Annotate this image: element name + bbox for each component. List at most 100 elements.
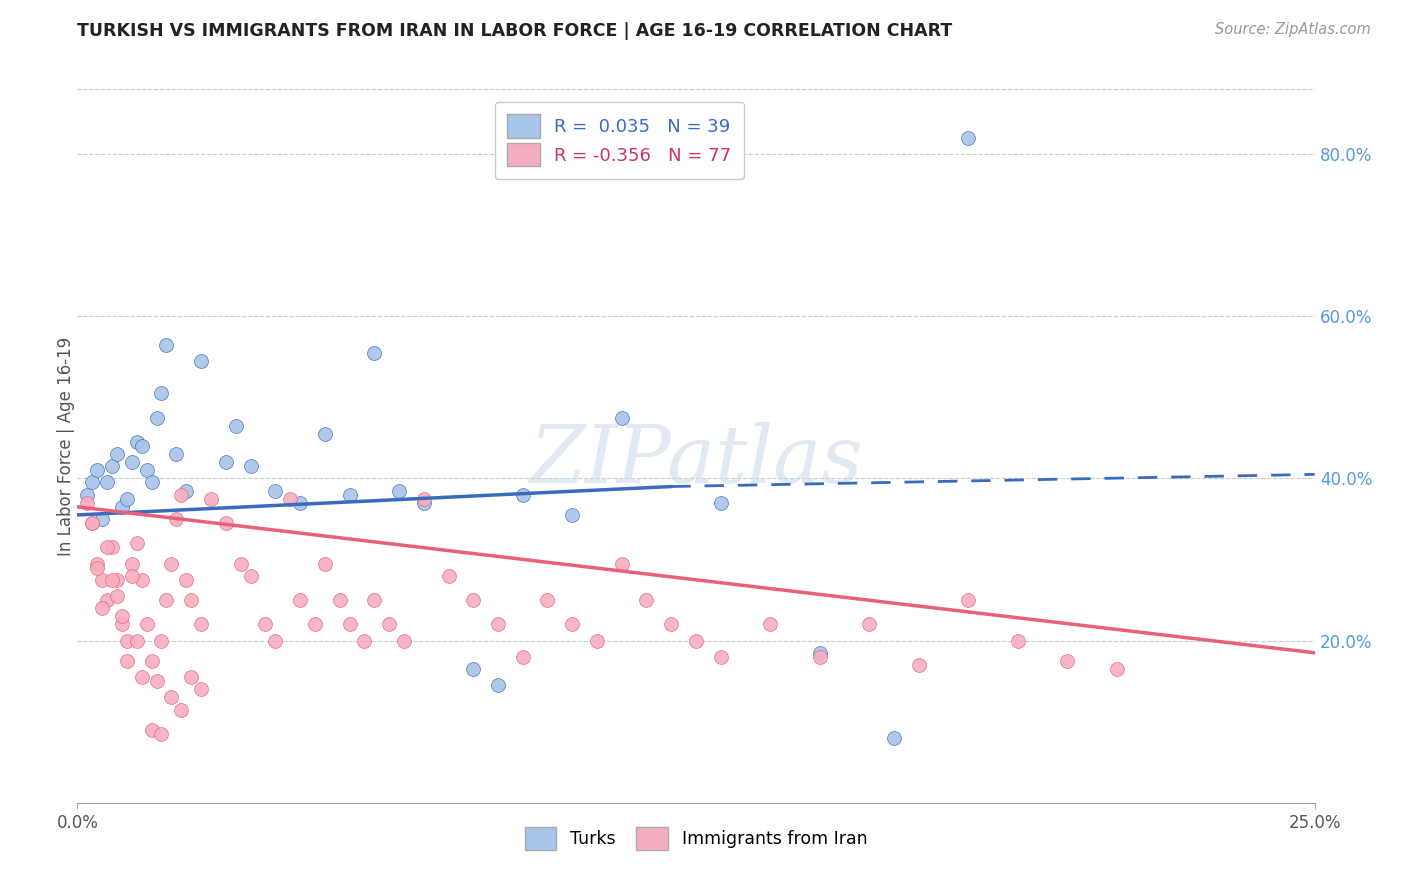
Text: TURKISH VS IMMIGRANTS FROM IRAN IN LABOR FORCE | AGE 16-19 CORRELATION CHART: TURKISH VS IMMIGRANTS FROM IRAN IN LABOR… — [77, 22, 953, 40]
Point — [135, 617, 157, 632]
Legend: Turks, Immigrants from Iran: Turks, Immigrants from Iran — [516, 819, 876, 858]
Point — [200, 491, 222, 506]
Point — [101, 541, 124, 555]
Point — [264, 633, 287, 648]
Point — [155, 593, 177, 607]
Point — [121, 455, 143, 469]
Point — [1105, 662, 1128, 676]
Point — [412, 491, 434, 506]
Point — [105, 447, 128, 461]
Point — [288, 496, 311, 510]
Point — [160, 557, 183, 571]
Point — [155, 337, 177, 351]
Point — [141, 475, 163, 490]
Point — [131, 439, 153, 453]
Point — [111, 617, 134, 632]
Point — [486, 678, 509, 692]
Point — [264, 483, 287, 498]
Point — [1056, 654, 1078, 668]
Point — [512, 649, 534, 664]
Point — [82, 516, 104, 530]
Point — [215, 516, 238, 530]
Point — [288, 593, 311, 607]
Point — [561, 617, 583, 632]
Point — [339, 488, 361, 502]
Point — [378, 617, 401, 632]
Point — [710, 496, 733, 510]
Point — [239, 459, 262, 474]
Point — [190, 354, 212, 368]
Point — [115, 633, 138, 648]
Point — [165, 447, 187, 461]
Point — [392, 633, 415, 648]
Point — [174, 573, 197, 587]
Point — [174, 483, 197, 498]
Point — [150, 633, 173, 648]
Point — [165, 512, 187, 526]
Point — [314, 557, 336, 571]
Point — [105, 573, 128, 587]
Point — [105, 589, 128, 603]
Point — [463, 593, 485, 607]
Point — [96, 593, 118, 607]
Point — [858, 617, 880, 632]
Point — [463, 662, 485, 676]
Point — [135, 463, 157, 477]
Text: ZIPatlas: ZIPatlas — [529, 422, 863, 499]
Point — [145, 410, 167, 425]
Point — [239, 568, 262, 582]
Point — [388, 483, 411, 498]
Point — [486, 617, 509, 632]
Point — [76, 496, 98, 510]
Point — [190, 617, 212, 632]
Point — [225, 418, 247, 433]
Point — [339, 617, 361, 632]
Point — [215, 455, 238, 469]
Point — [437, 568, 460, 582]
Point — [363, 593, 385, 607]
Point — [363, 345, 385, 359]
Point — [883, 731, 905, 745]
Point — [125, 536, 148, 550]
Point — [170, 488, 193, 502]
Point — [101, 459, 124, 474]
Point — [121, 557, 143, 571]
Point — [412, 496, 434, 510]
Point — [101, 573, 124, 587]
Point — [141, 723, 163, 737]
Point — [610, 557, 633, 571]
Point — [710, 649, 733, 664]
Point — [131, 573, 153, 587]
Point — [86, 560, 108, 574]
Point — [125, 434, 148, 449]
Point — [111, 609, 134, 624]
Point — [610, 410, 633, 425]
Point — [1007, 633, 1029, 648]
Point — [115, 654, 138, 668]
Point — [160, 690, 183, 705]
Point — [96, 541, 118, 555]
Point — [636, 593, 658, 607]
Y-axis label: In Labor Force | Age 16-19: In Labor Force | Age 16-19 — [58, 336, 75, 556]
Point — [561, 508, 583, 522]
Point — [91, 573, 114, 587]
Point — [150, 386, 173, 401]
Point — [86, 557, 108, 571]
Point — [329, 593, 352, 607]
Point — [957, 593, 980, 607]
Point — [353, 633, 375, 648]
Point — [86, 463, 108, 477]
Point — [91, 512, 114, 526]
Point — [180, 593, 202, 607]
Point — [170, 702, 193, 716]
Point — [512, 488, 534, 502]
Point — [82, 475, 104, 490]
Text: Source: ZipAtlas.com: Source: ZipAtlas.com — [1215, 22, 1371, 37]
Point — [536, 593, 558, 607]
Point — [131, 670, 153, 684]
Point — [145, 674, 167, 689]
Point — [141, 654, 163, 668]
Point — [91, 601, 114, 615]
Point — [115, 491, 138, 506]
Point — [278, 491, 301, 506]
